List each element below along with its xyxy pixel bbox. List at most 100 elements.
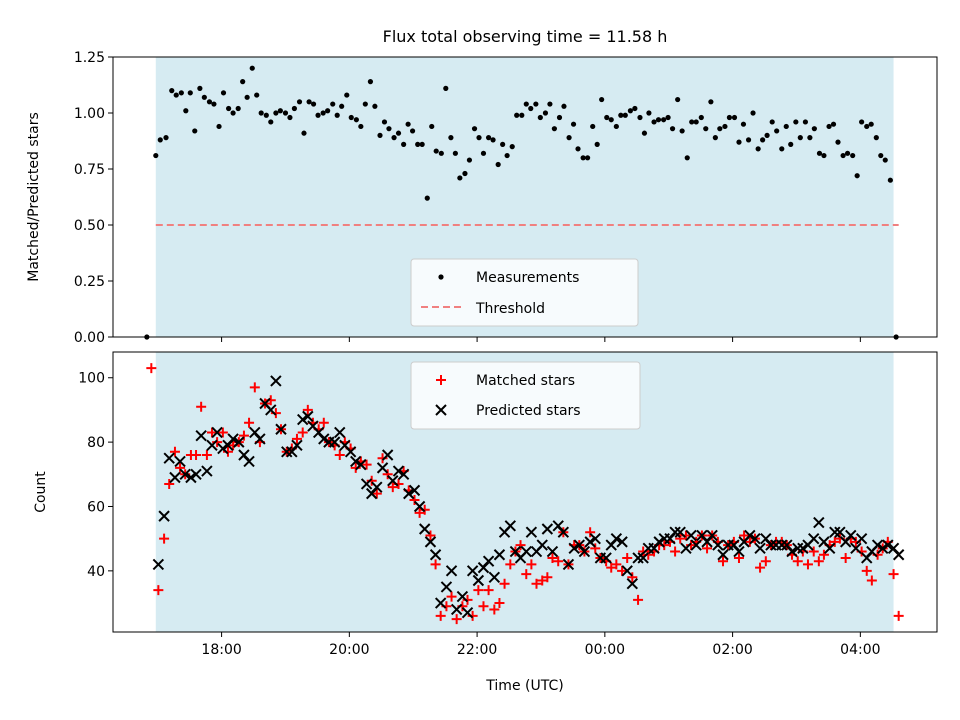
measurement-point xyxy=(722,123,728,130)
predicted-star-point xyxy=(845,529,857,542)
x-axis-label: Time (UTC) xyxy=(485,678,563,694)
predicted-star-point xyxy=(408,484,421,497)
bottom-y-axis-label: Count xyxy=(33,471,49,513)
y-tick-label: 0.50 xyxy=(74,218,105,234)
measurement-point xyxy=(310,101,317,107)
measurement-point xyxy=(613,123,619,130)
measurement-point xyxy=(254,92,260,98)
matched-star-point xyxy=(270,408,281,419)
matched-star-point xyxy=(377,453,388,464)
measurement-point xyxy=(537,114,543,121)
predicted-star-point xyxy=(243,455,255,468)
matched-star-point xyxy=(888,569,899,580)
predicted-star-point xyxy=(674,526,686,538)
predicted-star-point xyxy=(808,532,820,545)
measurement-point xyxy=(755,146,761,152)
matched-star-point xyxy=(718,556,729,567)
matched-star-point xyxy=(409,495,420,506)
bottom-axes-frame xyxy=(112,351,938,633)
matched-star-point xyxy=(238,430,249,441)
matched-star-point xyxy=(164,478,175,489)
predicted-star-point xyxy=(850,542,862,555)
measurement-point xyxy=(372,103,378,109)
measurement-point xyxy=(547,101,553,107)
measurement-point xyxy=(183,108,189,114)
y-tick-label: 60 xyxy=(87,499,105,515)
matched-star-point xyxy=(146,363,157,374)
matched-star-point xyxy=(675,533,686,544)
measurement-point xyxy=(622,112,628,118)
y-tick-label: 1.25 xyxy=(74,50,105,66)
matched-star-point xyxy=(430,559,441,570)
measurement-point xyxy=(556,114,563,121)
top-y-axis-label: Matched/Predicted stars xyxy=(26,112,42,282)
measurement-point xyxy=(429,123,435,130)
predicted-star-point xyxy=(419,523,431,535)
measurement-point xyxy=(840,152,846,159)
predicted-star-point xyxy=(297,413,309,426)
matched-star-point xyxy=(760,556,771,567)
predicted-star-point xyxy=(876,542,889,555)
measurement-point xyxy=(240,79,246,85)
measurement-point xyxy=(163,135,169,141)
measurement-point xyxy=(178,90,184,96)
matched-star-point xyxy=(451,614,462,625)
matched-star-point xyxy=(818,549,829,560)
measurement-point xyxy=(438,150,444,156)
measurement-point xyxy=(452,150,458,156)
legend-threshold-label: Threshold xyxy=(475,301,545,317)
y-tick-label: 100 xyxy=(78,371,105,387)
measurement-point xyxy=(296,99,303,105)
matched-star-point xyxy=(175,462,186,473)
measurement-point xyxy=(533,101,539,107)
measurement-point xyxy=(760,137,766,143)
bottom-panel: 40 60 80 100 18:00 20:00 22:00 00:00 02:00 04:00… xyxy=(33,351,938,694)
measurement-point xyxy=(362,101,368,107)
measurement-point xyxy=(835,139,841,145)
measurement-point xyxy=(807,135,813,141)
measurement-point xyxy=(424,195,430,201)
predicted-star-point xyxy=(823,542,836,555)
measurement-point xyxy=(599,96,605,103)
matched-star-point xyxy=(505,559,516,570)
matched-star-point xyxy=(435,610,446,621)
matched-star-point xyxy=(813,556,824,567)
measurement-point xyxy=(764,132,770,138)
predicted-star-point xyxy=(829,526,841,538)
matched-star-point xyxy=(643,549,654,560)
matched-star-point xyxy=(611,559,622,570)
measurement-point xyxy=(433,148,439,154)
matched-star-point xyxy=(414,507,425,518)
measurement-point xyxy=(405,121,411,127)
matched-star-point xyxy=(153,585,164,596)
predicted-star-point xyxy=(685,529,697,542)
measurement-point xyxy=(793,119,799,125)
measurement-point xyxy=(575,146,581,152)
matched-star-point xyxy=(207,427,218,438)
legend-matched-label: Matched stars xyxy=(476,373,575,389)
predicted-star-point xyxy=(776,539,788,551)
predicted-star-point xyxy=(403,487,415,500)
matched-star-point xyxy=(446,591,457,602)
predicted-star-point xyxy=(328,436,341,448)
predicted-star-point xyxy=(195,429,207,442)
matched-star-point xyxy=(387,482,398,493)
predicted-star-point xyxy=(541,523,554,535)
measurement-point xyxy=(669,126,676,132)
predicted-star-point xyxy=(440,581,453,593)
measurement-point xyxy=(377,132,383,138)
measurement-point xyxy=(244,94,250,100)
predicted-star-point xyxy=(690,539,702,551)
measurement-point xyxy=(745,137,752,143)
measurement-point xyxy=(367,79,374,85)
measurement-point xyxy=(632,105,638,112)
matched-star-point xyxy=(473,585,484,596)
bottom-legend: Matched stars Predicted stars xyxy=(410,361,641,430)
matched-star-point xyxy=(670,546,681,557)
predicted-star-point xyxy=(765,539,777,551)
predicted-star-point xyxy=(152,558,165,571)
measurement-point xyxy=(466,157,473,163)
predicted-star-point xyxy=(882,539,894,551)
predicted-star-point xyxy=(270,375,282,387)
legend-predicted-marker xyxy=(435,404,447,416)
